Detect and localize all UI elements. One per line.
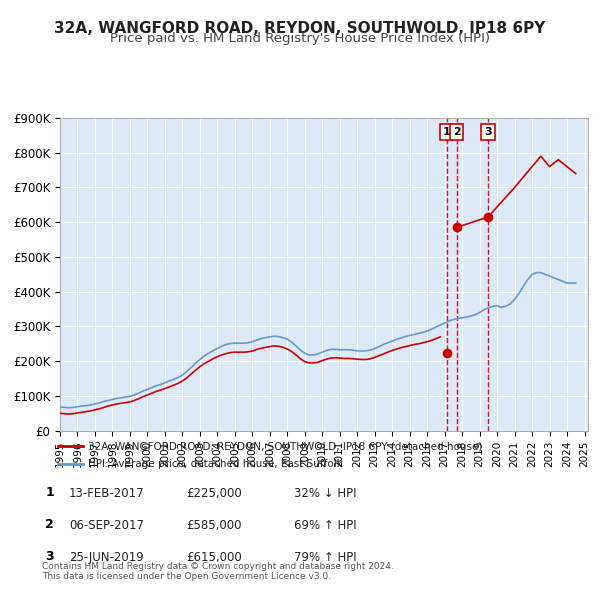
Text: 25-JUN-2019: 25-JUN-2019 <box>69 550 144 563</box>
Text: £585,000: £585,000 <box>186 519 241 532</box>
Text: 79% ↑ HPI: 79% ↑ HPI <box>294 550 356 563</box>
Text: 2: 2 <box>452 127 460 137</box>
Text: 13-FEB-2017: 13-FEB-2017 <box>69 487 145 500</box>
Text: HPI: Average price, detached house, East Suffolk: HPI: Average price, detached house, East… <box>88 459 343 469</box>
Text: 32% ↓ HPI: 32% ↓ HPI <box>294 487 356 500</box>
Text: 69% ↑ HPI: 69% ↑ HPI <box>294 519 356 532</box>
Text: Price paid vs. HM Land Registry's House Price Index (HPI): Price paid vs. HM Land Registry's House … <box>110 32 490 45</box>
Text: 2: 2 <box>45 518 54 531</box>
Text: 3: 3 <box>45 550 54 563</box>
Text: £225,000: £225,000 <box>186 487 242 500</box>
Text: 1: 1 <box>443 127 451 137</box>
Text: 32A, WANGFORD ROAD, REYDON, SOUTHWOLD, IP18 6PY: 32A, WANGFORD ROAD, REYDON, SOUTHWOLD, I… <box>55 21 545 35</box>
Text: 3: 3 <box>484 127 492 137</box>
Text: 32A, WANGFORD ROAD, REYDON, SOUTHWOLD, IP18 6PY (detached house): 32A, WANGFORD ROAD, REYDON, SOUTHWOLD, I… <box>88 441 482 451</box>
Text: 1: 1 <box>45 486 54 499</box>
Text: Contains HM Land Registry data © Crown copyright and database right 2024.
This d: Contains HM Land Registry data © Crown c… <box>42 562 394 581</box>
Text: £615,000: £615,000 <box>186 550 242 563</box>
Text: 06-SEP-2017: 06-SEP-2017 <box>69 519 144 532</box>
